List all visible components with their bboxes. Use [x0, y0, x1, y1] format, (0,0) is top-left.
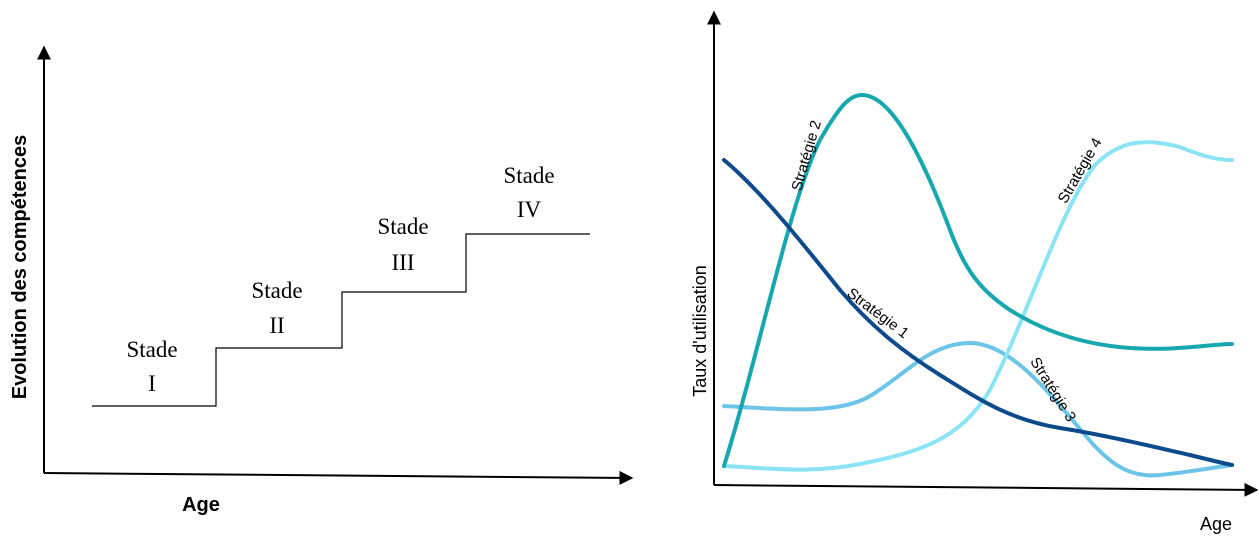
- stage-word: Stade: [126, 337, 177, 362]
- stage-label-4: Stade IV: [503, 163, 554, 222]
- strategy-2-curve: [722, 93, 1234, 468]
- strategy-2-label: Stratégie 2: [789, 119, 825, 193]
- left-x-axis-label: Age: [182, 494, 220, 516]
- stage-numeral: I: [148, 371, 156, 396]
- stage-numeral: II: [269, 313, 284, 338]
- staircase-line: [92, 233, 590, 407]
- strategy-4-label: Stratégie 4: [1055, 135, 1106, 206]
- stage-label-3: Stade III: [377, 214, 428, 275]
- right-x-axis-label: Age: [1200, 514, 1232, 534]
- stage-word: Stade: [503, 163, 554, 188]
- stage-numeral: IV: [517, 197, 542, 222]
- strategy-3-label: Stratégie 3: [1026, 354, 1079, 425]
- strategy-1-curve: [722, 158, 1234, 467]
- strategy-1-label: Stratégie 1: [844, 285, 912, 342]
- stage-label-2: Stade II: [251, 278, 302, 338]
- strategy-diagram: Taux d'utilisation Age Stratégie 1 Strat…: [690, 10, 1259, 534]
- strategy-3-curve: [722, 341, 1234, 478]
- strategy-4-curve: [722, 140, 1234, 472]
- stage-numeral: III: [392, 250, 415, 275]
- stage-word: Stade: [251, 278, 302, 303]
- stage-word: Stade: [377, 214, 428, 239]
- right-y-axis-label: Taux d'utilisation: [690, 265, 710, 397]
- left-y-axis-label: Evolution des compétences: [9, 135, 31, 400]
- stage-label-1: Stade I: [126, 337, 177, 396]
- stage-diagram: Evolution des compétences Age Stade I St…: [9, 45, 634, 516]
- left-x-axis: [43, 470, 634, 485]
- right-x-axis: [713, 482, 1259, 497]
